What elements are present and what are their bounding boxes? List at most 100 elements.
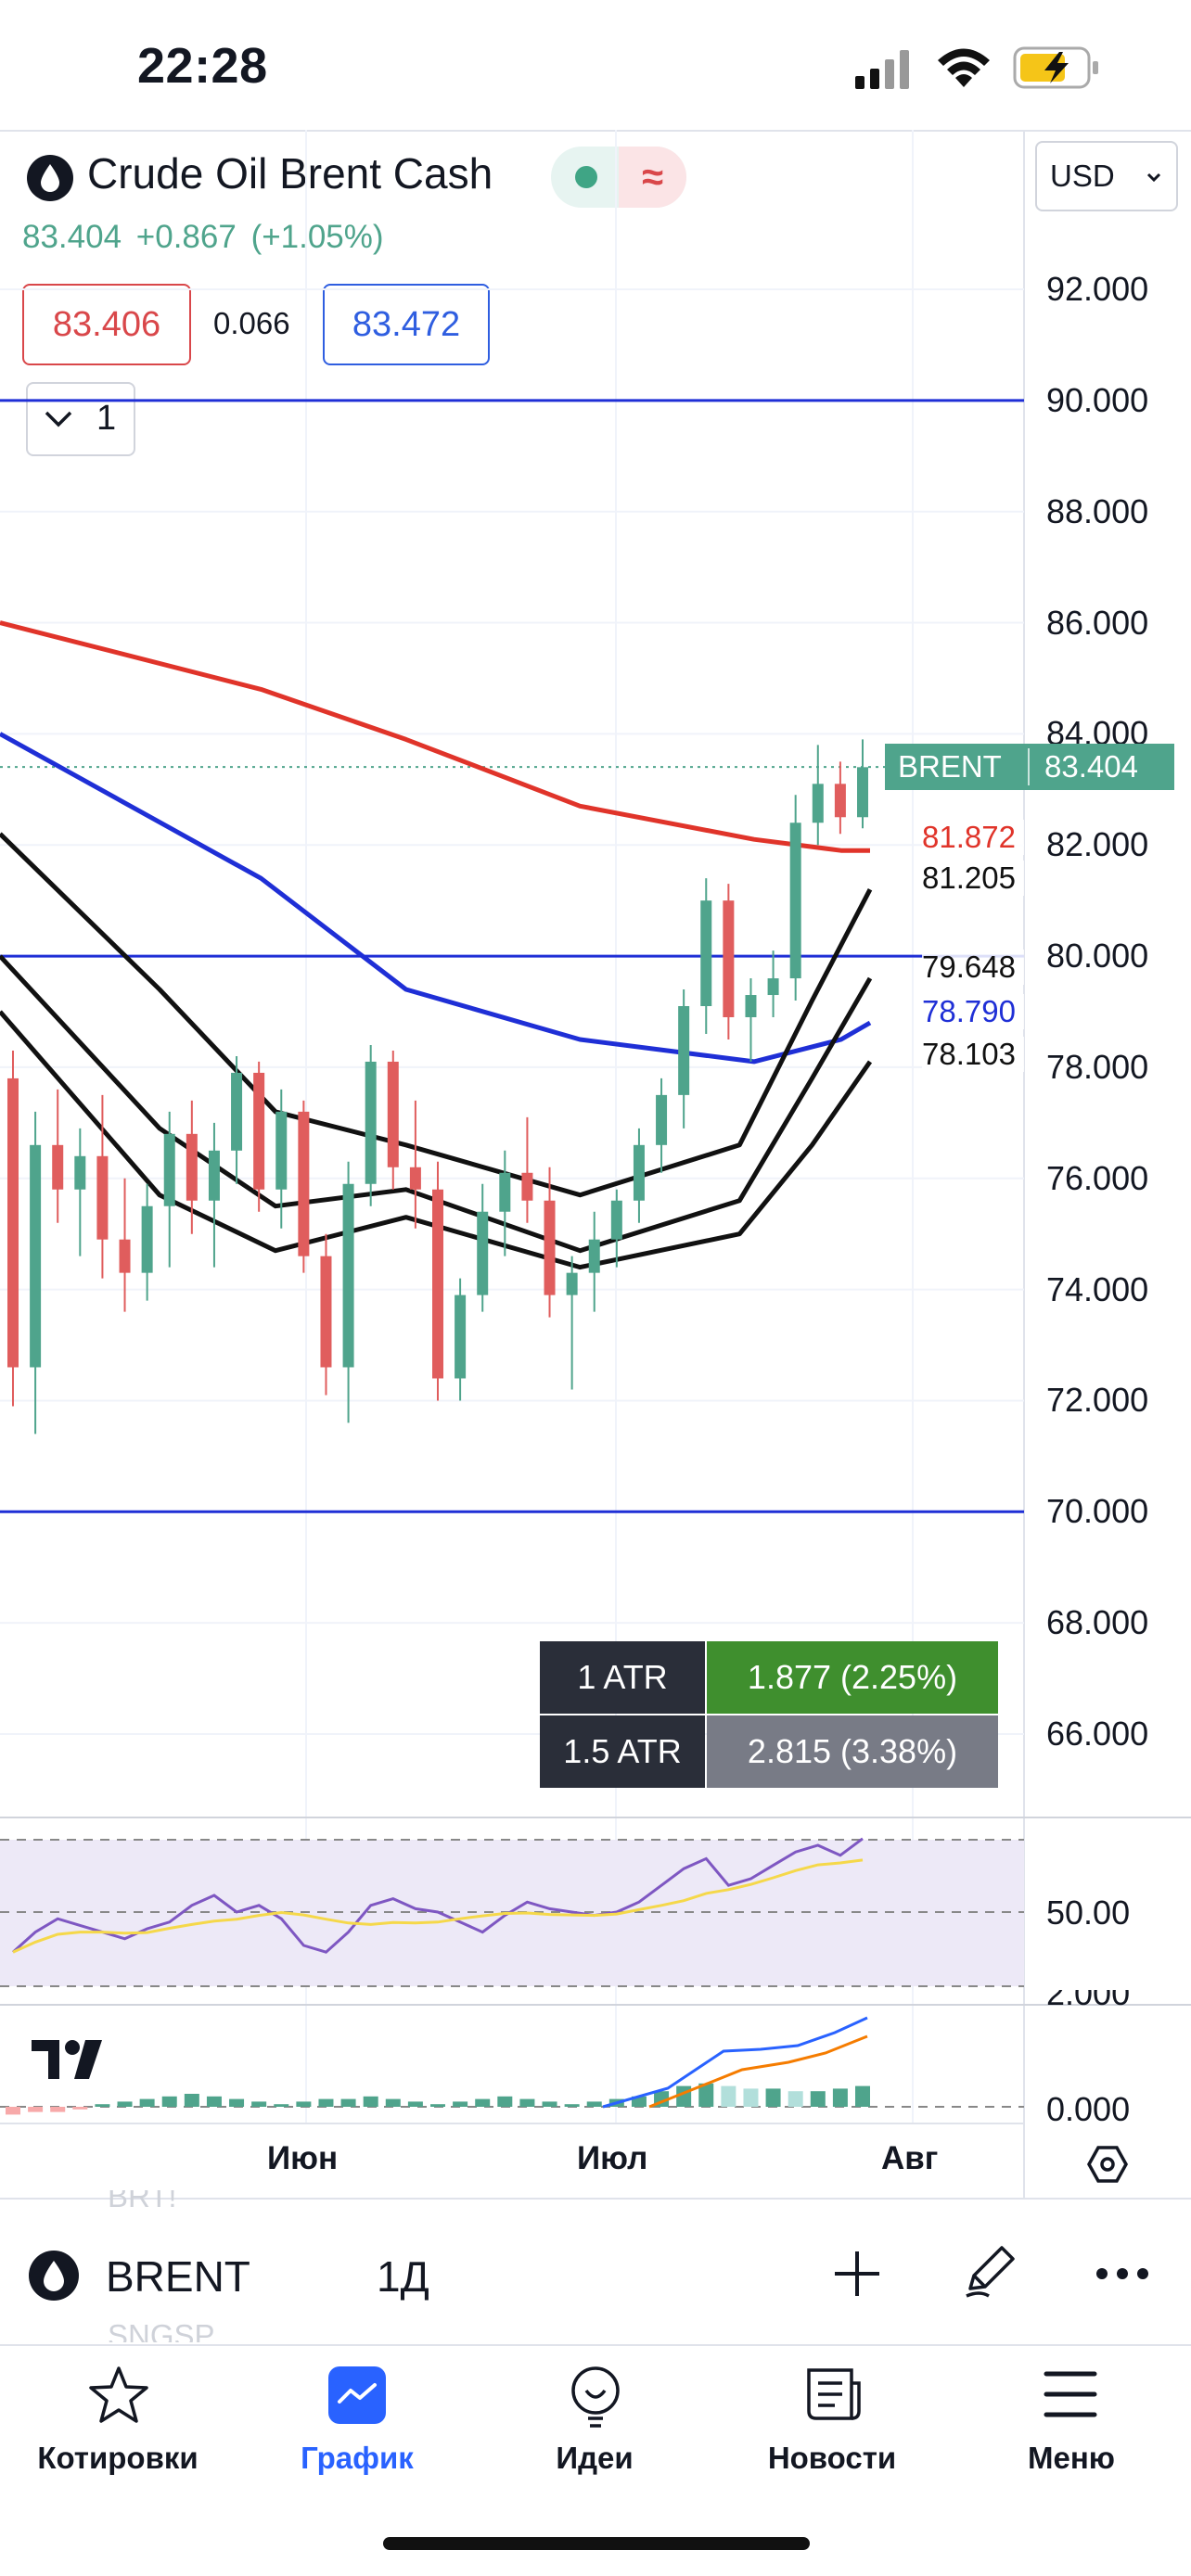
nav-item-chart[interactable]: График — [250, 2355, 464, 2494]
draw-pen-icon[interactable] — [961, 2242, 1020, 2302]
price-axis-label: 76.000 — [1046, 1158, 1149, 1197]
price-chart[interactable] — [0, 130, 1191, 2198]
time-axis[interactable]: Июн Июл Авг — [0, 2122, 1024, 2196]
chevron-down-icon — [43, 406, 74, 437]
status-time: 22:28 — [137, 38, 268, 94]
price-axis-label: 90.000 — [1046, 380, 1149, 419]
candle-body — [365, 1061, 377, 1184]
price-change-pct: (+1.05%) — [250, 219, 384, 255]
rsi-pane — [0, 1837, 1024, 1987]
moving-averages — [0, 620, 873, 1270]
nav-item-menu[interactable]: Меню — [965, 2355, 1178, 2494]
ma-value-label: 78.103 — [922, 1037, 1024, 1072]
sell-price-button[interactable]: 83.406 — [22, 284, 191, 365]
atr-label: 1.5 ATR — [540, 1715, 705, 1788]
macd-histogram-bar — [184, 2094, 199, 2107]
wifi-icon — [935, 45, 992, 91]
candle-body — [387, 1061, 399, 1167]
candle-body — [96, 1155, 109, 1240]
candle-body — [812, 784, 824, 823]
price-axis-label: 92.000 — [1046, 270, 1149, 308]
macd-histogram-bar — [72, 2107, 88, 2110]
macd-histogram-bar — [340, 2098, 356, 2107]
nav-label: Новости — [767, 2441, 897, 2475]
data-delay-icon: ≈ — [619, 147, 686, 208]
atr-label: 1 ATR — [540, 1641, 705, 1714]
macd-histogram-bar — [161, 2096, 177, 2107]
candle-body — [253, 1072, 265, 1190]
ma-line — [0, 832, 873, 1198]
candle-body — [141, 1205, 153, 1273]
more-icon[interactable] — [1095, 2264, 1150, 2283]
nav-item-news[interactable]: Новости — [725, 2355, 939, 2494]
horizontal-levels — [0, 399, 1024, 1513]
macd-histogram-bar — [117, 2101, 133, 2107]
atr-table: 1 ATR 1.877 (2.25%) 1.5 ATR 2.815 (3.38%… — [540, 1641, 998, 1790]
symbol-title[interactable]: Crude Oil Brent Cash — [87, 149, 493, 198]
nav-label: График — [301, 2441, 414, 2475]
macd-histogram-bar — [810, 2091, 826, 2107]
candle-body — [52, 1144, 64, 1190]
price-axis-label: 82.000 — [1046, 825, 1149, 864]
chart-settings-icon[interactable] — [1085, 2142, 1130, 2187]
candlesticks — [7, 739, 868, 1435]
ma-line — [0, 620, 870, 853]
macd-histogram-bar — [206, 2096, 222, 2107]
candle-body — [477, 1211, 489, 1295]
candle-body — [588, 1239, 600, 1273]
price-axis-label: 72.000 — [1046, 1381, 1149, 1420]
rsi-signal-line — [12, 1858, 864, 1954]
price-change: +0.867 — [135, 219, 237, 255]
nav-item-quotes[interactable]: Котировки — [11, 2355, 224, 2494]
candle-body — [678, 1006, 690, 1095]
candle-body — [298, 1111, 310, 1256]
macd-histogram-bar — [251, 2101, 267, 2107]
macd-axis-label-zero: 0.000 — [1046, 2090, 1131, 2128]
toolbar-divider — [0, 2198, 1191, 2200]
atr-value: 2.815 (3.38%) — [707, 1715, 998, 1788]
ghost-symbol: BRT! — [108, 2190, 177, 2213]
macd-histogram-bar — [721, 2085, 736, 2107]
candle-body — [74, 1155, 86, 1190]
candle-body — [208, 1150, 220, 1201]
add-icon[interactable] — [831, 2248, 883, 2300]
macd-histogram-bar — [765, 2088, 781, 2107]
market-status-pill[interactable]: ≈ — [551, 147, 686, 208]
buy-price-button[interactable]: 83.472 — [323, 284, 490, 365]
nav-label: Котировки — [37, 2441, 198, 2475]
macd-histogram-bar — [832, 2088, 848, 2107]
candle-body — [767, 978, 779, 996]
toolbar-symbol[interactable]: BRENT — [106, 2252, 250, 2301]
currency-select[interactable]: USD — [1035, 141, 1178, 211]
ghost-symbol: SNGSP — [108, 2318, 215, 2342]
candle-body — [499, 1172, 511, 1212]
candle-body — [320, 1256, 332, 1368]
macd-histogram-bar — [6, 2107, 20, 2115]
candle-body — [7, 1078, 19, 1368]
macd-histogram-bar — [475, 2098, 491, 2107]
macd-signal-line — [648, 2034, 868, 2109]
candle-body — [857, 767, 868, 818]
macd-histogram-bar — [855, 2085, 870, 2107]
macd-axis-label-top: 2.000 — [1046, 1990, 1131, 2010]
macd-histogram-bar — [407, 2101, 423, 2107]
last-price-tag-value: 83.404 — [1044, 749, 1138, 784]
interval-button[interactable]: 1Д — [377, 2252, 429, 2301]
candle-body — [566, 1272, 578, 1295]
macd-histogram-bar — [519, 2098, 535, 2107]
macd-histogram-bar — [50, 2107, 66, 2112]
bulb-icon — [566, 2363, 625, 2434]
candle-body — [119, 1239, 131, 1273]
oil-drop-icon — [26, 154, 74, 202]
nav-item-ideas[interactable]: Идеи — [488, 2355, 701, 2494]
candle-body — [432, 1189, 443, 1379]
market-open-icon — [575, 166, 597, 188]
ma-line — [0, 732, 872, 1065]
price-axis-label: 68.000 — [1046, 1603, 1149, 1642]
macd-histogram-bar — [453, 2101, 468, 2107]
macd-histogram-bar — [542, 2101, 557, 2107]
collapse-indicators-button[interactable]: 1 — [26, 382, 135, 456]
candle-body — [30, 1144, 42, 1368]
price-axis-label: 88.000 — [1046, 491, 1149, 530]
last-price: 83.404 — [22, 219, 122, 255]
